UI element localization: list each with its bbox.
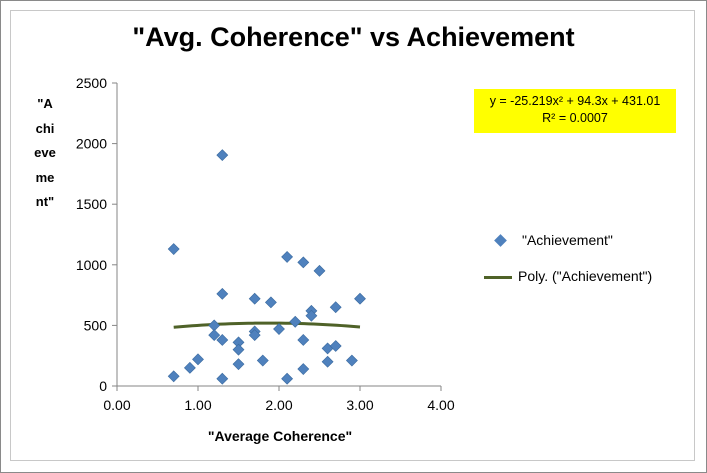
data-point	[216, 334, 229, 346]
x-tick-label: 2.00	[265, 397, 292, 413]
data-point	[305, 309, 318, 322]
legend-label-poly-trendline: Poly. ("Achievement")	[518, 268, 653, 284]
data-point	[281, 372, 294, 385]
data-point	[297, 334, 310, 346]
data-point	[232, 358, 245, 371]
y-axis-label: "Achievement"	[34, 96, 56, 209]
data-point	[281, 250, 294, 263]
legend-item-poly-trendline: Poly. ("Achievement")	[484, 268, 694, 288]
data-point	[289, 315, 302, 328]
data-point	[167, 370, 180, 383]
y-tick-label: 1500	[76, 196, 107, 212]
data-point	[248, 292, 261, 305]
data-point	[256, 354, 269, 367]
data-point	[297, 363, 310, 375]
x-tick-label: 4.00	[427, 397, 454, 413]
x-tick-label: 0.00	[103, 397, 130, 413]
data-point	[321, 355, 334, 368]
y-tick-label: 0	[99, 378, 107, 394]
legend-label-achievement: "Achievement"	[522, 232, 613, 248]
y-tick-label: 2000	[76, 136, 107, 152]
data-point	[329, 340, 342, 352]
x-axis-label: "Average Coherence"	[207, 428, 353, 444]
trendline-equation: y = -25.219x² + 94.3x + 431.01	[489, 94, 661, 108]
data-point	[248, 329, 261, 342]
chart-title: "Avg. Coherence" vs Achievement	[132, 22, 575, 52]
data-point	[208, 329, 221, 342]
data-point	[345, 354, 358, 367]
x-tick-label: 1.00	[184, 397, 211, 413]
data-point	[354, 292, 366, 305]
data-point	[183, 361, 196, 374]
data-point	[167, 243, 180, 255]
data-point	[329, 301, 342, 314]
trendline-r-squared: R² = 0.0007	[542, 111, 608, 125]
polynomial-trendline	[173, 321, 361, 329]
trendline-swatch-icon	[484, 276, 512, 279]
y-tick-label: 500	[84, 317, 108, 333]
data-point	[192, 353, 204, 366]
y-tick-label: 2500	[76, 75, 107, 91]
data-point	[297, 256, 310, 269]
trendline-equation-box: y = -25.219x² + 94.3x + 431.01 R² = 0.00…	[474, 89, 676, 133]
legend: "Achievement" Poly. ("Achievement")	[484, 232, 694, 304]
data-point	[216, 287, 229, 300]
diamond-marker-icon	[494, 234, 507, 247]
data-point	[216, 372, 229, 385]
data-point	[313, 264, 326, 277]
data-point	[273, 323, 285, 335]
data-point	[216, 149, 229, 162]
y-tick-label: 1000	[76, 257, 107, 273]
x-tick-label: 3.00	[346, 397, 373, 413]
data-point	[232, 343, 245, 356]
legend-item-achievement: "Achievement"	[484, 232, 694, 252]
data-point	[264, 296, 277, 309]
